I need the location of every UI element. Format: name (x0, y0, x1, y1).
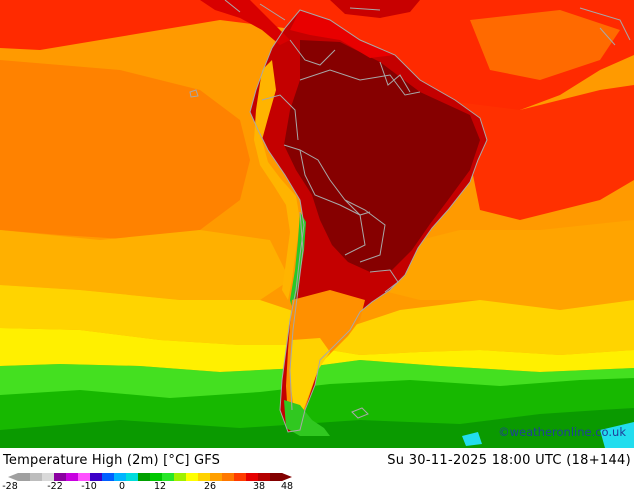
island-falklands (351, 407, 369, 419)
border-colombia-venezuela (289, 39, 336, 66)
legend-swatch (234, 473, 247, 481)
ocean-northeast-orange (470, 10, 620, 80)
legend-tick-label: -22 (47, 481, 63, 490)
legend-swatch (150, 473, 163, 481)
legend-swatch (42, 473, 55, 481)
legend-arrow-left (8, 473, 18, 481)
credit-link[interactable]: ©weatheronline.co.uk (498, 425, 626, 439)
legend-swatch (18, 473, 31, 481)
caribbean-islands (224, 0, 631, 46)
footer: ©weatheronline.co.uk Temperature High (2… (0, 425, 634, 490)
continent-north-red (290, 10, 395, 58)
ocean-east-red (440, 85, 634, 220)
ocean-pacific-orange (0, 60, 250, 240)
legend-swatches (8, 473, 292, 481)
ocean-yellow-band (0, 285, 634, 355)
caribbean-dark (330, 0, 420, 18)
border-peru-ecuador (261, 94, 299, 141)
legend-swatch (246, 473, 259, 481)
galapagos (189, 89, 199, 98)
legend-swatch (222, 473, 235, 481)
legend-swatch (78, 473, 91, 481)
legend-swatch (54, 473, 67, 481)
legend-arrow-right (282, 473, 292, 481)
border-bolivia (299, 149, 366, 256)
legend-tick-label: 48 (281, 481, 293, 490)
valid-datetime: Su 30-11-2025 18:00 UTC (18+144) (387, 453, 631, 468)
legend-swatch (174, 473, 187, 481)
legend-swatch (270, 473, 283, 481)
border-argentina-uruguay (369, 269, 399, 293)
temperature-map (0, 0, 634, 448)
legend-swatch (162, 473, 175, 481)
legend-tick-label: -28 (2, 481, 18, 490)
border-chile-argentina (289, 211, 304, 411)
border-guianas (379, 61, 411, 93)
ocean-cyan-patch-2 (462, 432, 482, 446)
legend-swatch (102, 473, 115, 481)
legend-tick-label: 12 (154, 481, 166, 490)
legend-swatch (90, 473, 103, 481)
legend-tick-label: -10 (81, 481, 97, 490)
legend-swatch (258, 473, 271, 481)
legend-tick-label: 38 (253, 481, 265, 490)
color-legend: -28 -22 -10 0 12 26 38 48 (2, 473, 293, 490)
legend-swatch (126, 473, 139, 481)
ocean-pacific-light (0, 230, 290, 300)
continent-andes-yellow (254, 60, 300, 300)
legend-tick-labels: -28 -22 -10 0 12 26 38 48 (2, 481, 293, 490)
continent-interior-maroon (284, 40, 480, 272)
border-brazil-north (299, 69, 421, 96)
ocean-cyan-patch (600, 422, 634, 448)
legend-swatch (138, 473, 151, 481)
legend-swatch (198, 473, 211, 481)
legend-swatch (114, 473, 127, 481)
legend-swatch (30, 473, 43, 481)
coastline (249, 9, 488, 433)
ocean-atlantic-light (380, 220, 634, 310)
central-america (200, 0, 290, 45)
legend-swatch (210, 473, 223, 481)
continent-tierra-green (284, 400, 330, 436)
country-borders (189, 0, 631, 433)
legend-swatch (186, 473, 199, 481)
legend-tick-label: 26 (204, 481, 216, 490)
border-paraguay (344, 199, 386, 263)
legend-tick-label: 0 (119, 481, 125, 490)
continent-patagonia-yellow (290, 338, 330, 414)
legend-swatch (66, 473, 79, 481)
map-title: Temperature High (2m) [°C] GFS (3, 453, 221, 468)
